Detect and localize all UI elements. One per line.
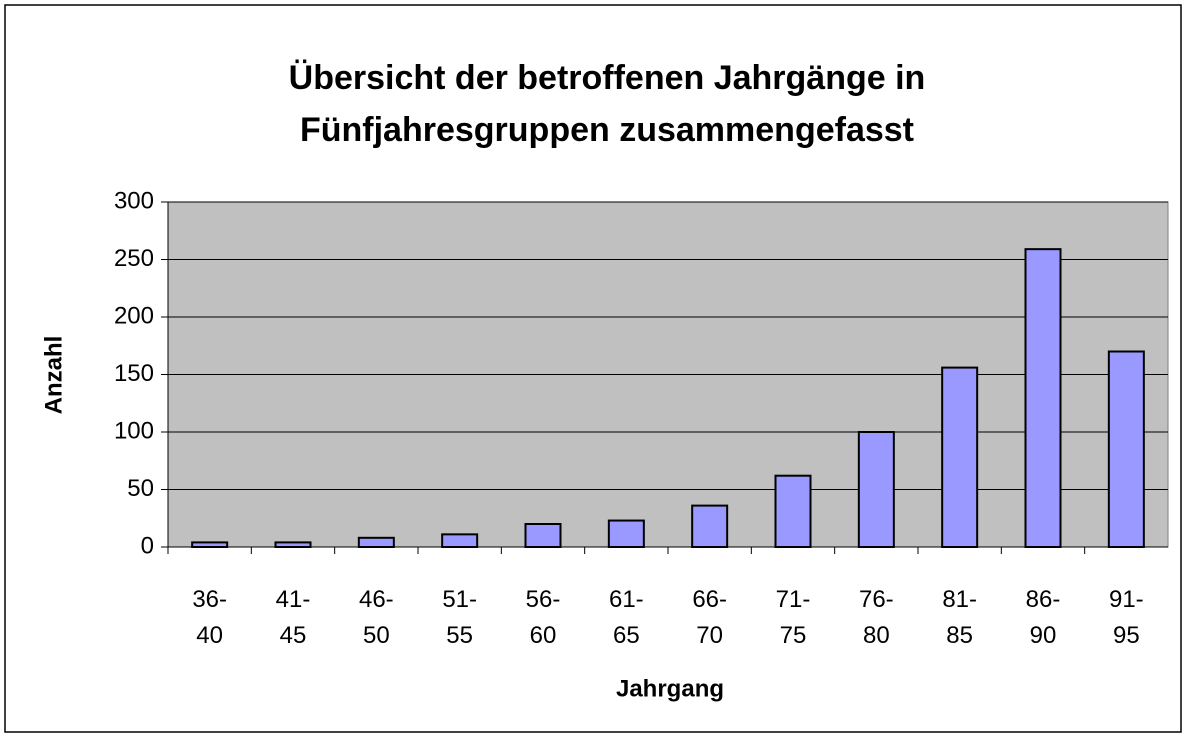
y-axis-label: Anzahl [40,336,67,415]
y-tick-label: 150 [114,360,154,387]
x-tick-label: 61-65 [608,586,644,649]
bar [357,536,395,548]
x-tick-label: 36-40 [192,586,227,649]
x-tick-label: 56-60 [525,586,561,649]
y-tick-label: 250 [114,245,154,272]
x-tick-label: 81-85 [942,586,977,649]
bar [857,431,895,548]
y-tick-label: 0 [141,532,154,559]
x-tick-label: 91-95 [1108,586,1144,649]
x-axis-label: Jahrgang [616,675,724,702]
y-tick-label: 200 [114,302,154,329]
x-tick-label: 86-90 [1025,586,1061,649]
bar [607,519,645,548]
bar [274,541,312,549]
x-tick-label: 76-80 [858,586,894,649]
x-tick-label: 51-55 [442,586,477,649]
bar [691,504,729,549]
bar [774,474,812,549]
y-tick-label: 100 [114,417,154,444]
bar [524,523,562,548]
bar [941,366,979,548]
x-tick-label: 41-45 [275,586,311,649]
y-tick-label: 50 [127,475,154,502]
y-tick-label: 300 [114,187,154,214]
bar [1107,350,1145,548]
bar [1024,248,1062,548]
bar [441,533,479,548]
x-tick-label: 66-70 [692,586,727,649]
x-tick-label: 46-50 [358,586,394,649]
x-tick-label: 71-75 [775,586,811,649]
chart-title: Übersicht der betroffenen Jahrgänge in F… [288,59,926,149]
bar [191,541,229,549]
